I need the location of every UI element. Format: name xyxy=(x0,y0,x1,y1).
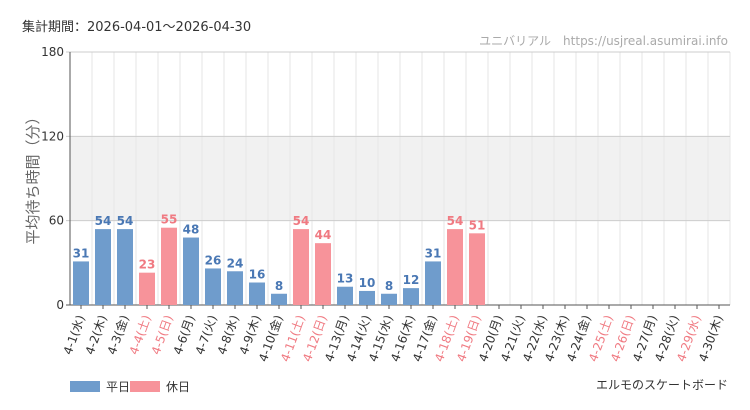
data-label: 8 xyxy=(275,279,283,293)
legend-holiday-label: 休日 xyxy=(166,380,191,394)
data-label: 31 xyxy=(73,246,90,260)
data-label: 54 xyxy=(95,214,112,228)
bar xyxy=(205,268,221,305)
data-label: 8 xyxy=(385,279,393,293)
legend-weekday-label: 平日 xyxy=(106,380,131,394)
axes xyxy=(69,52,720,309)
attraction-name: エルモのスケートボード xyxy=(595,378,728,392)
data-label: 31 xyxy=(425,246,442,260)
legend-weekday-swatch xyxy=(70,381,100,392)
data-label: 55 xyxy=(161,213,178,227)
data-label: 26 xyxy=(205,253,222,267)
period-label: 集計期間：2026-04-01～2026-04-30 xyxy=(22,20,252,35)
bar xyxy=(425,261,441,305)
y-tick-label: 60 xyxy=(49,214,64,228)
legend-weekday: 平日 xyxy=(70,378,130,395)
bar xyxy=(249,282,265,305)
grid-lines xyxy=(66,51,731,306)
y-tick-label: 180 xyxy=(41,45,64,59)
bar xyxy=(315,243,331,305)
bar xyxy=(271,293,287,305)
bar xyxy=(183,237,199,305)
bar xyxy=(447,229,463,305)
data-label: 54 xyxy=(447,214,464,228)
bar xyxy=(73,261,89,305)
data-label: 54 xyxy=(117,214,134,228)
y-axis-label: 平均待ち時間（分） xyxy=(24,109,42,244)
bar xyxy=(139,272,155,305)
bar xyxy=(469,233,485,305)
data-label: 54 xyxy=(293,214,310,228)
y-tick-label: 0 xyxy=(56,298,64,312)
data-label: 16 xyxy=(249,268,266,282)
bar xyxy=(117,229,133,305)
bar xyxy=(161,227,177,305)
legend-holiday: 休日 xyxy=(130,378,190,395)
data-label: 44 xyxy=(315,228,332,242)
y-tick-label: 120 xyxy=(41,129,64,143)
bars xyxy=(73,227,485,305)
data-label: 23 xyxy=(139,258,156,272)
data-label: 10 xyxy=(359,276,376,290)
bar xyxy=(95,229,111,305)
data-label: 13 xyxy=(337,272,354,286)
bar xyxy=(293,229,309,305)
data-label: 12 xyxy=(403,273,420,287)
bar xyxy=(359,290,375,305)
bar xyxy=(337,286,353,305)
bar xyxy=(403,288,419,305)
data-label: 51 xyxy=(469,218,486,232)
data-labels: 31 54 54 23 55 48 26 24 16 8 54 44 13 10 8 12 31 54 51 xyxy=(73,213,486,293)
data-label: 24 xyxy=(227,256,244,270)
data-label: 48 xyxy=(183,223,200,237)
legend-holiday-swatch xyxy=(130,381,160,392)
source-label: ユニバリアル https://usjreal.asumirai.info xyxy=(479,34,728,48)
y-tick-labels: 0 60 120 180 xyxy=(41,45,64,312)
bar xyxy=(227,271,243,305)
bar xyxy=(381,293,397,305)
x-tick-labels: 4-1(水)4-2(木)4-3(金)4-4(土)4-5(日)4-6(月)4-7(… xyxy=(61,313,726,364)
